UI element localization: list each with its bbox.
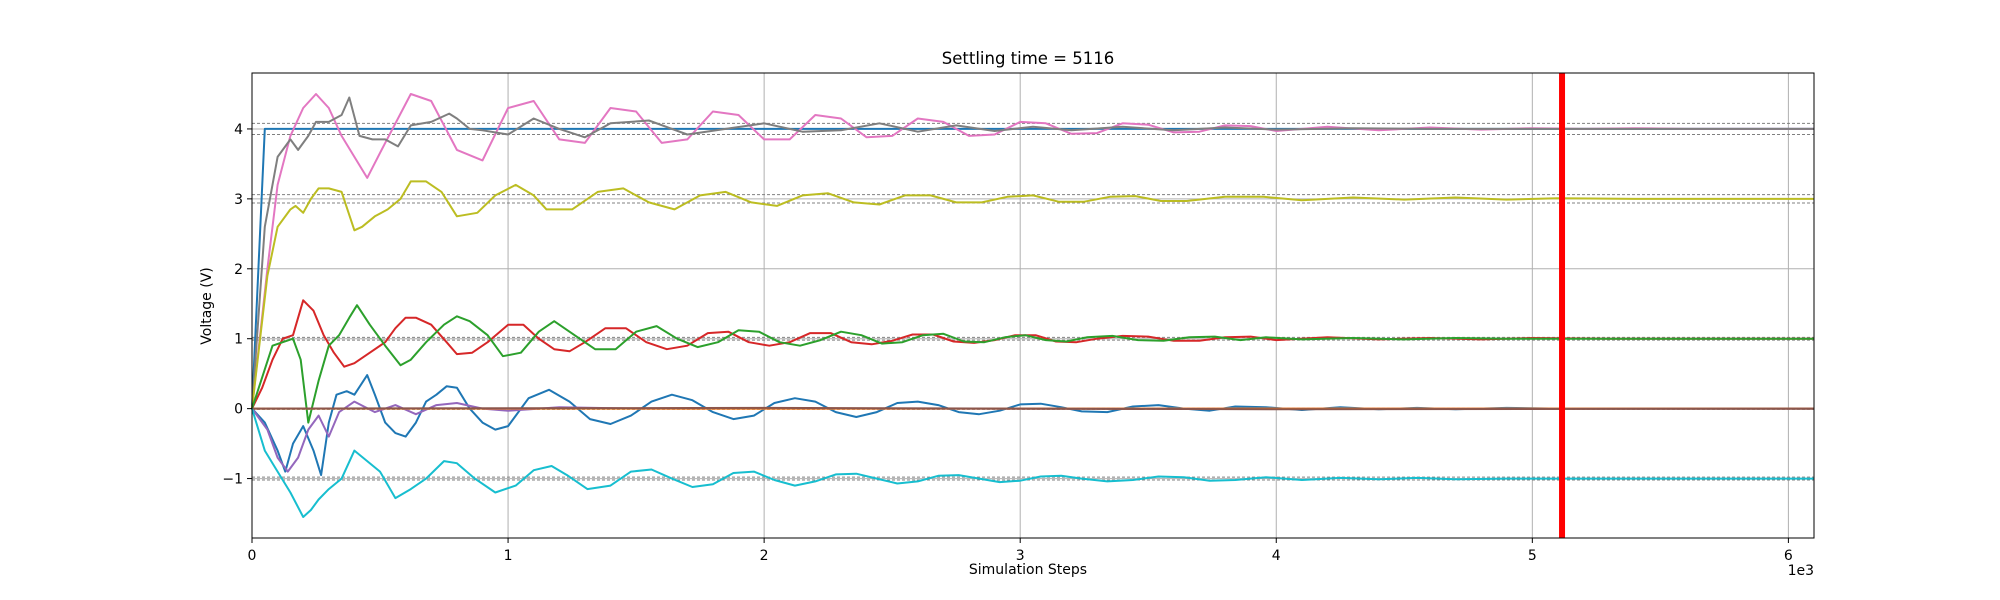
x-tick-label-6: 6 bbox=[1784, 548, 1793, 564]
chart-title: Settling time = 5116 bbox=[942, 49, 1115, 68]
y-tick-label-5: 4 bbox=[234, 122, 243, 138]
series-lines bbox=[251, 93, 1815, 518]
y-axis-label: Voltage (V) bbox=[199, 267, 215, 344]
plot-frame bbox=[251, 72, 1815, 539]
series-line-7 bbox=[251, 400, 1814, 473]
y-tick-label-3: 2 bbox=[234, 262, 243, 278]
series-line-4 bbox=[251, 299, 1814, 410]
x-tick-label-4: 4 bbox=[1272, 548, 1281, 564]
x-tick-label-2: 2 bbox=[760, 548, 769, 564]
y-tick-label-4: 3 bbox=[234, 192, 243, 208]
y-tick-label-1: 0 bbox=[234, 402, 243, 418]
series-line-2 bbox=[251, 96, 1814, 409]
grid bbox=[251, 73, 1814, 538]
x-tick-label-0: 0 bbox=[248, 548, 257, 564]
series-line-1 bbox=[251, 93, 1814, 409]
x-axis-ticks: 0 1 2 3 4 5 6 bbox=[248, 538, 1793, 564]
x-tick-label-1: 1 bbox=[504, 548, 513, 564]
tolerance-bands bbox=[252, 122, 1814, 481]
x-axis-label: Simulation Steps bbox=[969, 562, 1087, 578]
series-line-3 bbox=[251, 180, 1814, 409]
x-tick-label-5: 5 bbox=[1528, 548, 1537, 564]
x-axis-offset-label: 1e3 bbox=[1788, 563, 1814, 579]
y-axis-ticks: −1 0 1 2 3 4 bbox=[222, 122, 252, 488]
series-line-9 bbox=[251, 406, 1815, 411]
x-tick-label-3: 3 bbox=[1016, 548, 1025, 564]
series-line-10 bbox=[251, 408, 1814, 518]
y-tick-label-2: 1 bbox=[234, 332, 243, 348]
series-line-6 bbox=[251, 374, 1814, 477]
y-tick-label-0: −1 bbox=[222, 472, 243, 488]
series-line-5 bbox=[251, 304, 1814, 424]
